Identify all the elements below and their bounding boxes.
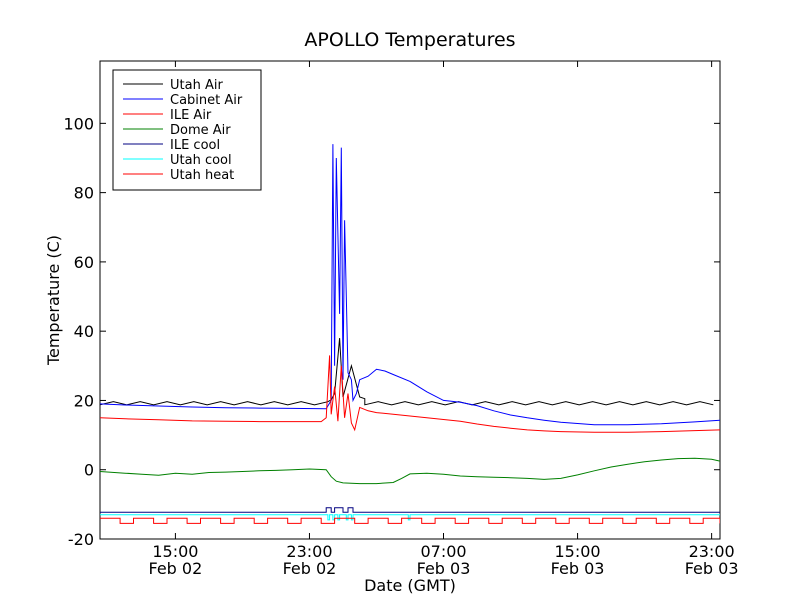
series-cabinet-air	[100, 144, 720, 426]
series-dome-air	[100, 457, 720, 485]
x-axis-title: Date (GMT)	[364, 576, 456, 595]
series-ile-cool	[100, 507, 720, 513]
x-tick-label-date: Feb 03	[551, 559, 605, 578]
series-ile-air	[100, 355, 720, 433]
y-tick-label: 60	[74, 253, 94, 272]
legend-label: Utah cool	[170, 153, 232, 168]
y-tick-label: 0	[84, 461, 94, 480]
x-tick-label-date: Feb 03	[685, 559, 739, 578]
legend-label: Dome Air	[170, 123, 231, 138]
legend-label: Utah heat	[170, 168, 234, 183]
series-utah-cool	[100, 514, 720, 521]
series-utah-heat	[100, 517, 720, 524]
x-tick-label-time: 15:00	[555, 542, 601, 561]
x-tick-label-time: 23:00	[286, 542, 332, 561]
plot-frame	[99, 60, 721, 540]
legend-label: ILE Air	[170, 108, 212, 123]
legend-label: Cabinet Air	[170, 93, 243, 108]
y-tick-label: 80	[74, 184, 94, 203]
x-tick-label-date: Feb 02	[283, 559, 337, 578]
y-tick-label: 100	[63, 114, 94, 133]
y-axis-title: Temperature (C)	[44, 235, 63, 366]
series-utah-air	[100, 338, 714, 406]
y-tick-label: 20	[74, 391, 94, 410]
chart-title: APOLLO Temperatures	[304, 29, 515, 51]
legend-box	[112, 69, 262, 191]
y-tick-label: 40	[74, 322, 94, 341]
x-tick-label-date: Feb 03	[417, 559, 471, 578]
legend-label: ILE cool	[170, 138, 220, 153]
x-tick-label-time: 15:00	[152, 542, 198, 561]
x-tick-label-date: Feb 02	[149, 559, 203, 578]
x-tick-label-time: 23:00	[689, 542, 735, 561]
legend-label: Utah Air	[170, 78, 223, 93]
x-tick-label-time: 07:00	[420, 542, 466, 561]
y-tick-label: -20	[68, 530, 94, 549]
